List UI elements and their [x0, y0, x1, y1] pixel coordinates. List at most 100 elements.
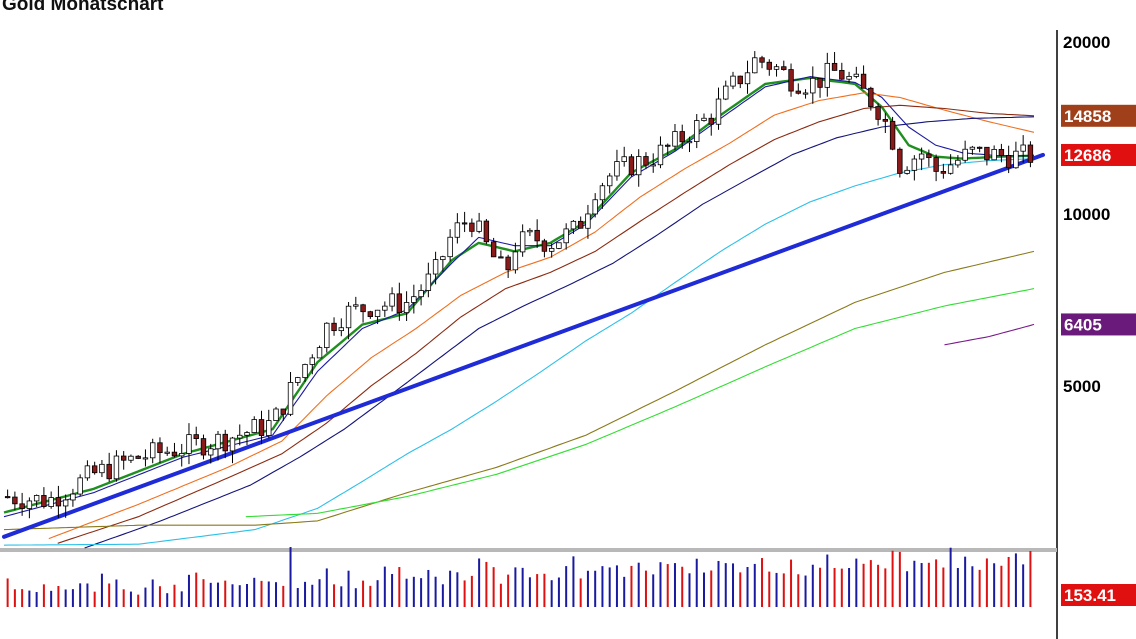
volume-bar — [441, 584, 444, 607]
candle-body — [99, 463, 105, 474]
candle — [454, 213, 461, 244]
volume-bar — [64, 589, 67, 607]
volume-bar — [180, 591, 183, 607]
candle-body — [897, 148, 903, 174]
volume-bar — [615, 565, 618, 607]
candle-body — [976, 146, 983, 149]
volume-bar — [28, 590, 31, 607]
candle — [810, 66, 816, 104]
candle — [621, 146, 627, 167]
candle-body — [846, 76, 852, 80]
candle-body — [128, 455, 134, 461]
candle-body — [215, 433, 221, 450]
volume-bar — [681, 566, 684, 607]
candle — [490, 237, 497, 258]
volume-bar — [246, 584, 249, 607]
candle — [614, 149, 620, 181]
candle — [657, 136, 664, 169]
candle-body — [853, 73, 860, 77]
candle — [273, 406, 279, 422]
candle-body — [316, 347, 323, 359]
price-badge — [1061, 104, 1136, 127]
volume-bar — [956, 567, 959, 607]
candle-body — [113, 455, 120, 480]
volume-bar — [550, 580, 553, 607]
candle-body — [1027, 144, 1034, 163]
candle-body — [469, 222, 475, 232]
candle-body — [527, 229, 533, 233]
volume-bar — [427, 569, 430, 607]
candle — [403, 291, 410, 322]
candle-body — [875, 106, 881, 120]
volume-bar — [913, 560, 916, 607]
volume-bar — [478, 558, 481, 607]
candle — [287, 372, 294, 417]
volume-bar — [630, 565, 633, 607]
candle-body — [461, 222, 468, 225]
candle-body — [730, 75, 736, 87]
candle-body — [817, 77, 823, 88]
candle — [1005, 145, 1012, 174]
candle — [382, 301, 388, 317]
candle-body — [715, 98, 722, 125]
volume-bar — [702, 572, 705, 607]
candle — [1020, 135, 1026, 163]
candle-body — [179, 453, 185, 457]
volume-bar — [637, 562, 640, 607]
volume-bar — [790, 559, 793, 607]
candle-body — [810, 77, 816, 94]
candle-body — [403, 302, 410, 314]
candle-body — [752, 57, 758, 74]
candle-body — [868, 87, 874, 107]
candle-body — [592, 199, 598, 215]
candle — [128, 454, 134, 464]
candle-body — [55, 497, 62, 507]
candle-body — [418, 290, 424, 298]
candle — [926, 149, 932, 167]
candlesticks — [4, 51, 1034, 519]
candle — [723, 80, 729, 101]
candle-body — [483, 220, 490, 243]
candle-body — [519, 231, 526, 253]
candle — [556, 242, 562, 250]
candle — [577, 216, 584, 229]
candle-body — [62, 499, 69, 507]
candle-body — [41, 495, 47, 507]
volume-bar — [514, 567, 517, 607]
volume-bar — [666, 564, 669, 607]
price-badge — [1061, 143, 1136, 166]
candle-body — [665, 144, 671, 147]
candle — [331, 317, 337, 336]
volume-bar — [420, 578, 423, 607]
candle — [26, 497, 33, 519]
candle — [222, 429, 228, 459]
candle — [628, 154, 635, 177]
candle — [77, 474, 83, 497]
candle-body — [374, 309, 381, 317]
candle — [171, 442, 178, 458]
volume-badge — [1061, 584, 1136, 606]
volume-bar — [543, 573, 546, 607]
candle — [563, 223, 569, 250]
candle-body — [991, 148, 997, 161]
volume-bar — [898, 551, 901, 607]
candle-body — [766, 61, 772, 70]
candle — [302, 363, 308, 382]
candle-body — [708, 117, 714, 125]
candle-body — [309, 357, 315, 365]
volume-bar — [470, 575, 473, 607]
candle-body — [505, 256, 511, 271]
volume-bar — [166, 593, 169, 607]
volume-bar — [848, 568, 851, 607]
volume-bar — [739, 572, 742, 607]
volume-bar — [572, 556, 575, 607]
candle — [904, 166, 910, 175]
candle — [200, 434, 207, 460]
candle-body — [440, 256, 446, 261]
candle-body — [84, 465, 91, 479]
candle — [19, 492, 25, 516]
volume-bar — [289, 547, 292, 607]
candle — [839, 62, 845, 80]
price-tick-label: 10000 — [1063, 205, 1110, 224]
volume-bar — [209, 582, 212, 607]
